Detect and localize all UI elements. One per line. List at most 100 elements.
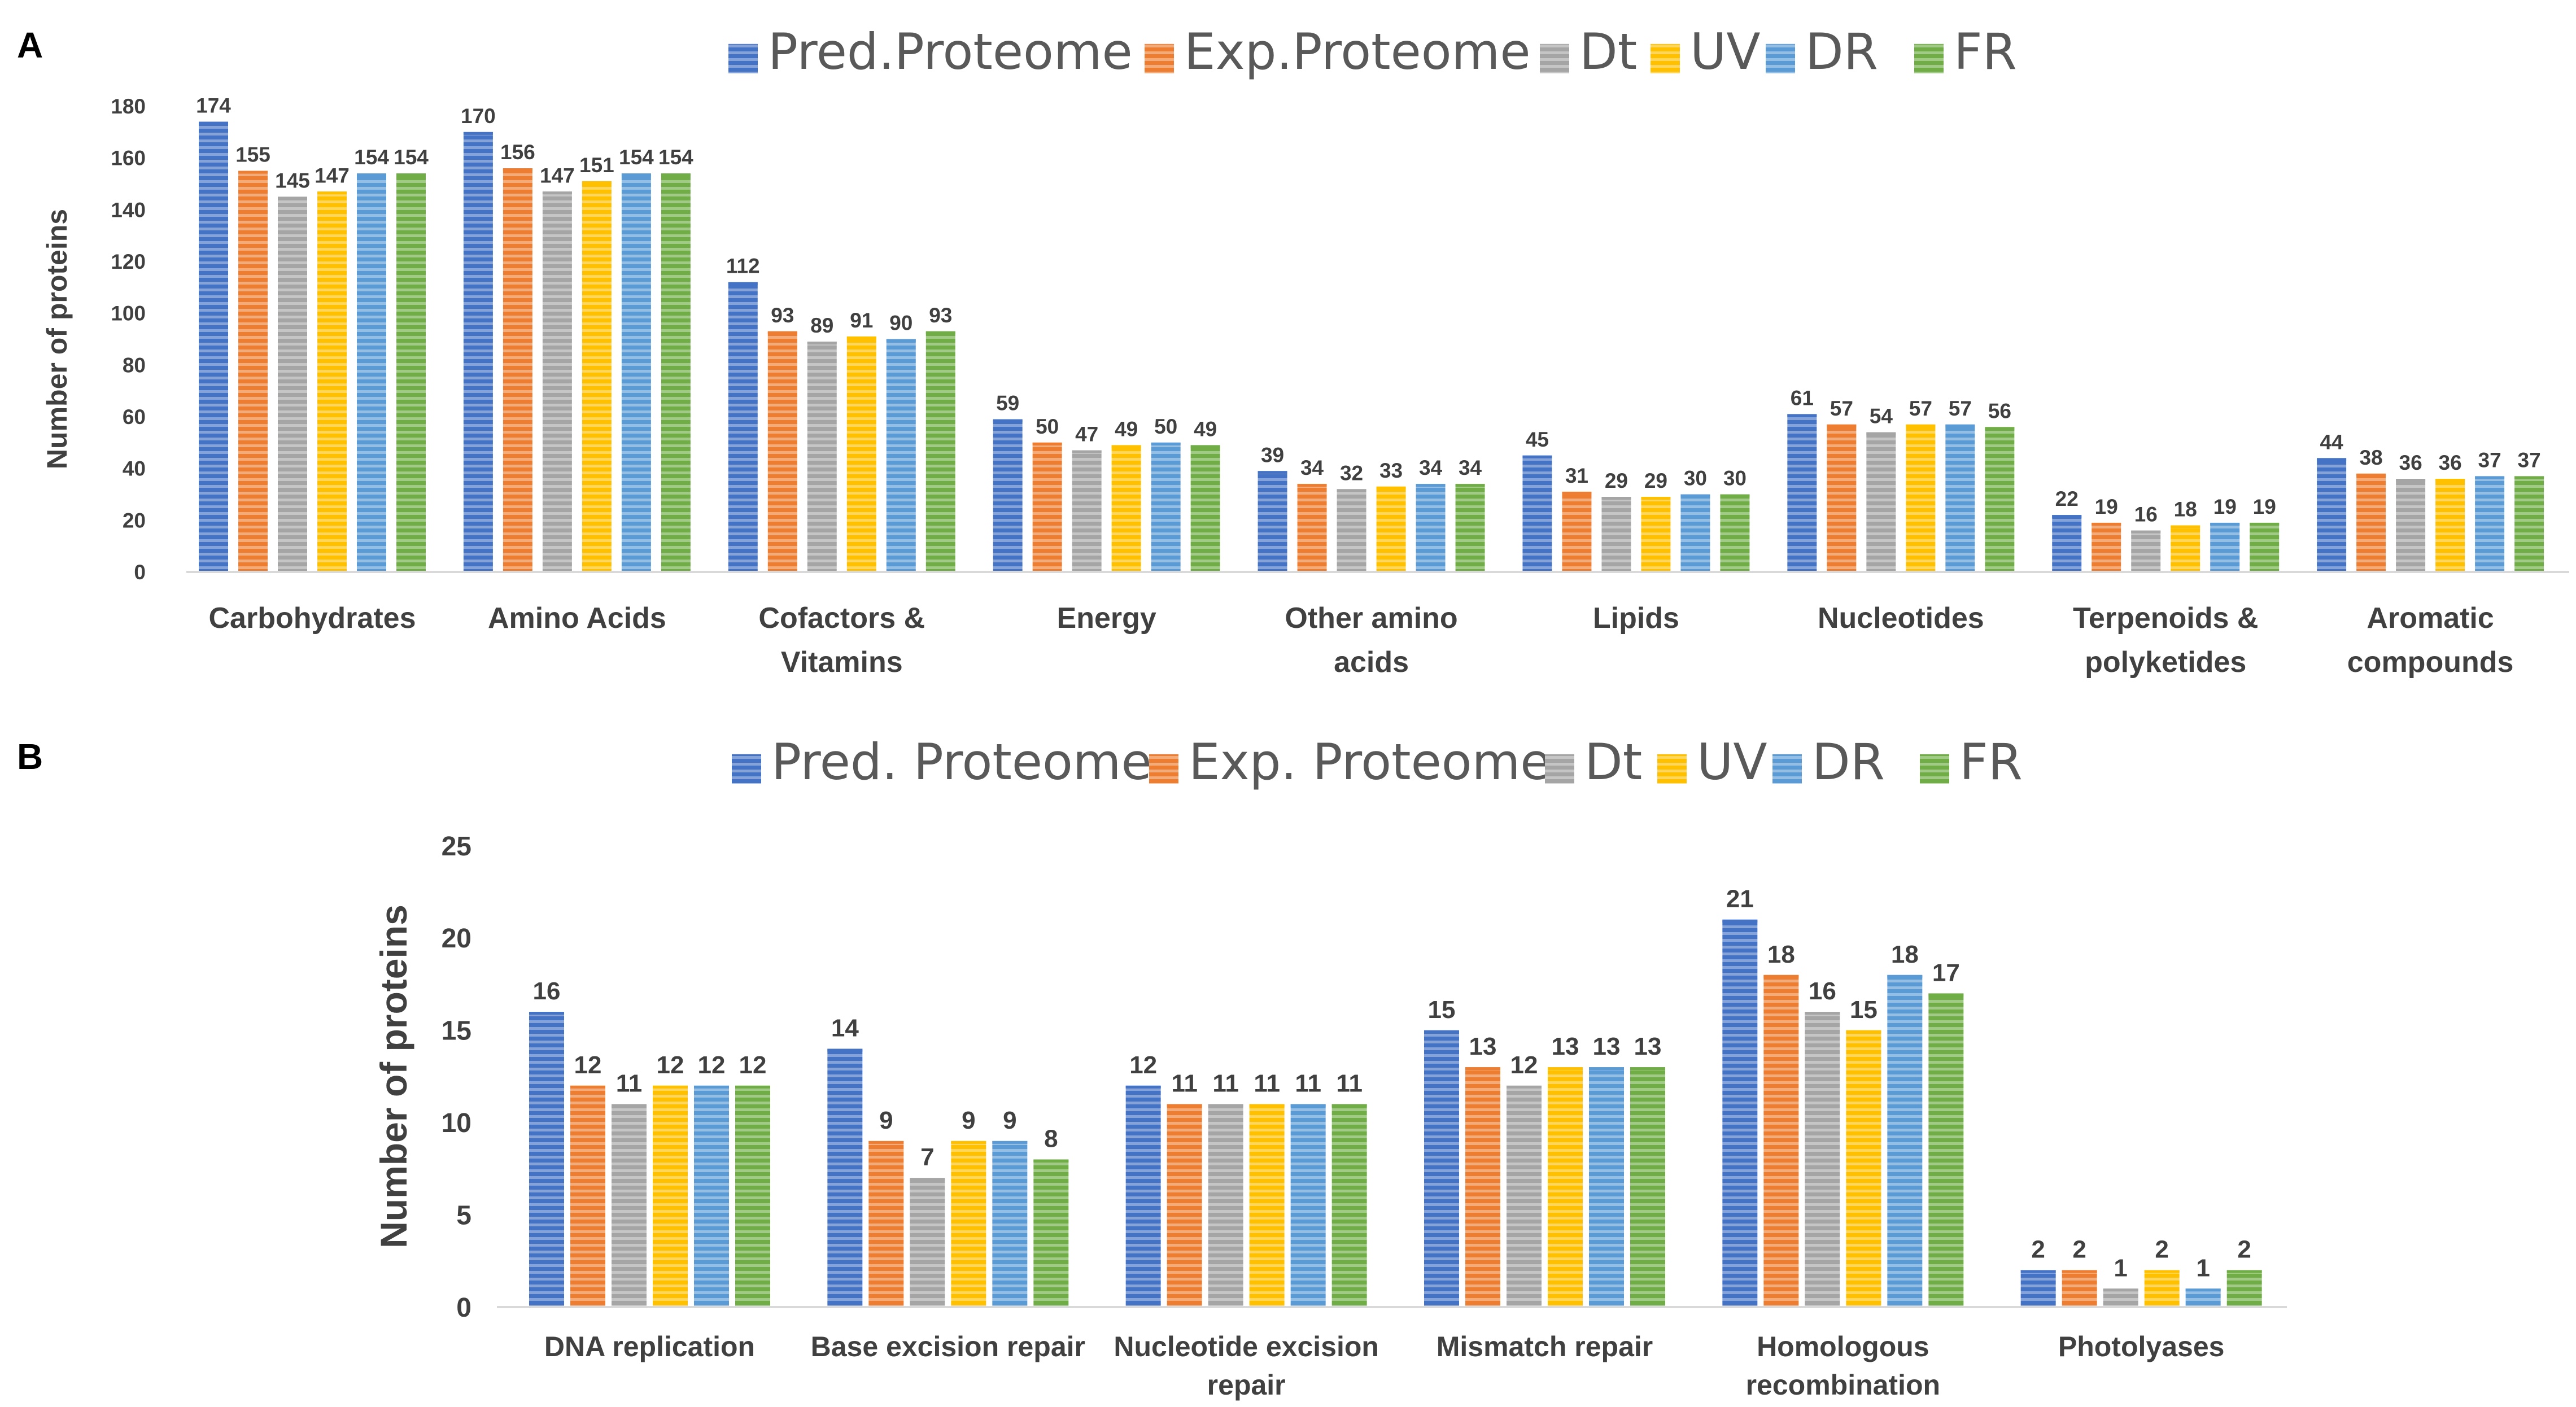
panel-b-category-label-base-excision-repair: Base excision repair [811, 1331, 1085, 1362]
panel-a-data-label: 33 [1379, 459, 1403, 482]
panel-b-data-label: 11 [1254, 1070, 1280, 1098]
panel-b-bar-homologous-recombination-pred-proteome [1722, 919, 1758, 1307]
panel-b-bar-cap [2062, 1270, 2097, 1273]
panel-a-data-label: 29 [1605, 469, 1628, 492]
panel-b-bar-cap [653, 1085, 688, 1089]
panel-b-data-label: 13 [1469, 1033, 1497, 1060]
panel-a-bar-nucleotides-uv [1906, 424, 1936, 572]
panel-b-bar-nucleotide-excision-repair-uv [1249, 1104, 1285, 1307]
panel-a-bar-cofactors-vitamins-pred-proteome [728, 282, 758, 573]
panel-a-category-label-lipids: Lipids [1593, 602, 1679, 635]
panel-a-bar-terpenoids-polyketides-uv [2171, 525, 2200, 572]
panel-a-data-label: 34 [1419, 456, 1443, 479]
panel-a-bar-cap [2356, 473, 2386, 477]
panel-a-bar-cap [357, 173, 386, 177]
panel-a-bar-aromatic-compounds-exp-proteome [2356, 473, 2386, 572]
panel-a-bar-cap [582, 181, 612, 184]
panel-a-bar-aromatic-compounds-pred-proteome [2317, 458, 2347, 572]
panel-a-y-axis-title: Number of proteins [41, 209, 73, 469]
panel-a-data-label: 19 [2253, 495, 2276, 518]
panel-b-category-label-nucleotide-excision-repair: Nucleotide excision repair [1114, 1331, 1379, 1401]
panel-a-bar-aromatic-compounds-uv [2435, 479, 2465, 572]
panel-a-bar-cap [1906, 424, 1936, 427]
panel-b-bar-photolyases-pred-proteome [2020, 1270, 2056, 1307]
panel-a-y-tick: 40 [123, 457, 146, 480]
panel-b-bar-photolyases-exp-proteome [2062, 1270, 2097, 1307]
panel-a-data-label: 18 [2174, 498, 2197, 521]
panel-a-bar-aromatic-compounds-fr [2514, 476, 2544, 572]
panel-b-bar-mismatch-repair-uv [1548, 1067, 1583, 1307]
panel-a-data-label: 93 [771, 304, 794, 327]
legend-label-fr: FR [1959, 733, 2023, 791]
panel-a-bar-lipids-dr [1680, 494, 1710, 572]
panel-a-bar-energy-pred-proteome [993, 419, 1023, 572]
panel-b-bar-cap [951, 1141, 986, 1144]
legend-swatch-exp-proteome [1149, 754, 1178, 784]
legend-label-pred-proteome: Pred. Proteome [771, 733, 1152, 791]
panel-a-data-label: 151 [579, 154, 614, 177]
panel-b-legend: Pred. Proteome Exp. Proteome Dt UV DR FR [732, 733, 2023, 791]
panel-a-bar-cap [1416, 484, 1446, 487]
panel-a-bar-cap [2435, 479, 2465, 482]
legend-label-dt: Dt [1579, 23, 1637, 81]
panel-b-bar-cap [694, 1085, 729, 1089]
panel-a-bar-cap [1297, 484, 1327, 487]
panel-b-bar-nucleotide-excision-repair-dt [1208, 1104, 1243, 1307]
panel-a-bar-cap [2171, 525, 2200, 528]
panel-a-bar-cap [317, 191, 347, 195]
panel-a-bar-cap [2052, 515, 2082, 518]
panel-b-data-label: 9 [1003, 1107, 1016, 1134]
panel-a-bar-other-amino-acids-uv [1376, 486, 1406, 572]
panel-b-bar-cap [570, 1085, 605, 1089]
panel-a-bar-cap [199, 121, 228, 125]
panel-a-bar-cap [1945, 424, 1975, 427]
panel-b-bar-nucleotide-excision-repair-fr [1331, 1104, 1367, 1307]
panel-a-y-tick: 100 [111, 302, 146, 325]
panel-a-bar-cap [886, 339, 916, 342]
panel-a-bar-cap [1032, 442, 1062, 445]
panel-a-data-label: 154 [619, 146, 654, 169]
panel-a-bar-cap [1562, 491, 1592, 495]
panel-b-bar-cap [868, 1141, 904, 1144]
panel-a-bar-carbohydrates-fr [396, 173, 426, 573]
panel-b-bar-cap [1033, 1159, 1069, 1163]
panel-b-bar-cap [1424, 1030, 1459, 1033]
panel-a-data-label: 45 [1526, 428, 1549, 451]
panel-b-bar-base-excision-repair-fr [1033, 1159, 1069, 1307]
panel-a-bar-cofactors-vitamins-dt [807, 342, 837, 572]
legend-swatch-dr [1766, 43, 1795, 73]
panel-b-y-tick: 10 [442, 1108, 471, 1138]
panel-a-bar-cap [1787, 414, 1817, 417]
panel-a-data-label: 54 [1870, 405, 1893, 428]
panel-a-data-label: 57 [1830, 397, 1853, 420]
panel-a-bar-cap [278, 196, 307, 200]
panel-a-bar-cap [1866, 432, 1896, 435]
panel-b-data-label: 12 [698, 1051, 726, 1079]
panel-b-data-label: 18 [1767, 941, 1795, 968]
panel-b-data-label: 12 [739, 1051, 767, 1079]
panel-a-data-label: 44 [2320, 430, 2344, 453]
panel-b-bar-cap [1548, 1067, 1583, 1070]
panel-a-data-label: 57 [1909, 397, 1932, 420]
panel-b-bar-cap [1249, 1104, 1285, 1107]
panel-a-bar-carbohydrates-dt [278, 196, 307, 573]
panel-a-y-tick: 140 [111, 198, 146, 221]
panel-b-data-label: 12 [574, 1051, 602, 1079]
panel-b-bar-cap [2226, 1270, 2262, 1273]
panel-b-bar-cap [1331, 1104, 1367, 1107]
panel-a-bar-cap [1827, 424, 1857, 427]
panel-a-y-tick: 120 [111, 250, 146, 273]
panel-a-y-tick: 160 [111, 147, 146, 170]
panel-a-bar-cap [2514, 476, 2544, 479]
panel-a-bar-cap [621, 173, 651, 177]
panel-b-bar-dna-replication-dt [612, 1104, 647, 1307]
panel-a-category-label-other-amino-acids: Other amino acids [1285, 602, 1457, 679]
panel-a-data-label: 31 [1565, 464, 1588, 487]
panel-a-y-tick: 80 [123, 353, 146, 377]
panel-a-bar-terpenoids-polyketides-exp-proteome [2092, 522, 2121, 572]
panel-a-bar-carbohydrates-exp-proteome [238, 171, 268, 572]
panel-a-category-label-aromatic-compounds: Aromatic compounds [2347, 602, 2514, 679]
panel-b-data-label: 2 [2072, 1236, 2086, 1264]
panel-a-data-label: 36 [2439, 451, 2462, 474]
